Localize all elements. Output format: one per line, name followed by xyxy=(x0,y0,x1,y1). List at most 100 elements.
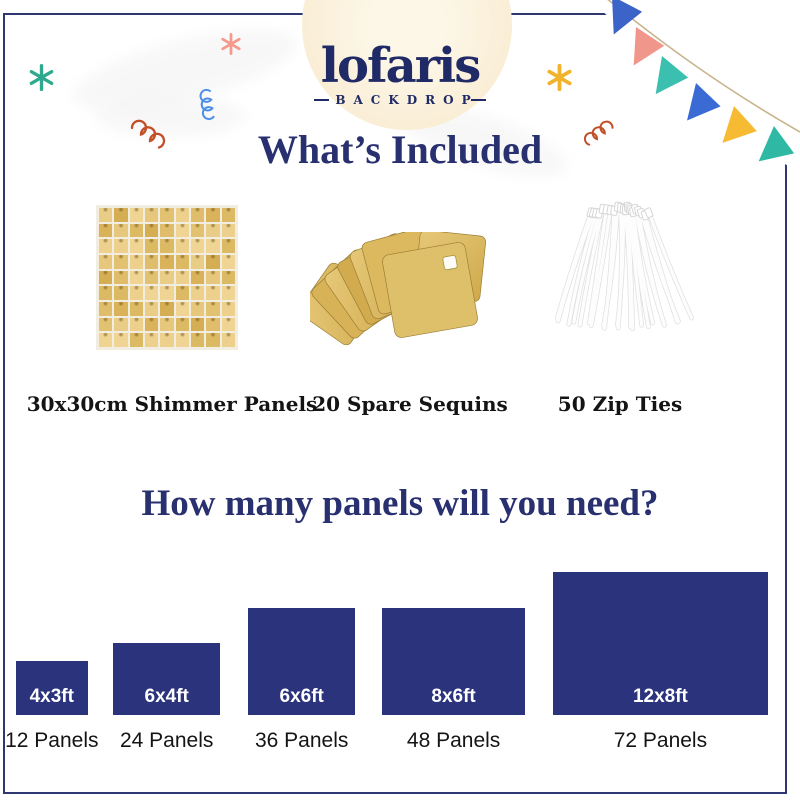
dash-line xyxy=(470,98,486,102)
sequin-cell xyxy=(175,302,189,316)
zip-tie-strip xyxy=(637,211,667,327)
sequin-cell xyxy=(160,317,174,332)
zip-tie-strip xyxy=(631,212,655,325)
sequin-cell xyxy=(175,270,189,285)
brand-logo: lofaris xyxy=(320,38,482,94)
sequin-cell xyxy=(190,223,205,238)
sequin-cell xyxy=(221,223,235,238)
bunting-garland-image xyxy=(590,0,800,172)
sequin-cell xyxy=(114,286,128,300)
squiggle-red-left-icon xyxy=(130,119,166,149)
zip-tie-strip xyxy=(615,209,626,327)
sequin-cell xyxy=(206,223,220,238)
sequin-cell xyxy=(190,302,205,316)
sequin-cell xyxy=(114,239,128,253)
sequin-cell xyxy=(129,317,143,332)
pennant-flag xyxy=(633,27,665,66)
sequin-cell xyxy=(99,302,113,316)
sequin-cell xyxy=(144,286,159,300)
sequin-cell xyxy=(190,239,205,253)
sequin-cell xyxy=(206,333,220,347)
sequin-cell xyxy=(206,239,220,253)
zip-tie-strip xyxy=(601,207,620,328)
sequin-cell xyxy=(175,333,189,347)
sequin-cell xyxy=(129,286,143,300)
sequin-hole xyxy=(442,255,458,271)
item-caption-spare-sequins: 20 Spare Sequins xyxy=(312,392,508,416)
sequin-cell xyxy=(160,286,174,300)
squiggle-red-right-icon xyxy=(583,120,614,146)
sequin-cell xyxy=(175,223,189,238)
sequin-cell xyxy=(114,317,128,332)
sequin-cell xyxy=(206,286,220,300)
zip-tie-strip xyxy=(648,213,694,320)
sequin-cell xyxy=(129,255,143,269)
sparkle-yellow-icon xyxy=(547,64,572,91)
sequin-cell xyxy=(129,333,143,347)
brand-sub: BACKDROP xyxy=(0,93,800,107)
pennant-flag xyxy=(655,56,689,95)
sequin-cell xyxy=(129,302,143,316)
pennant-flag xyxy=(612,0,643,35)
pennant-flag xyxy=(722,106,757,143)
sequin-cell xyxy=(206,302,220,316)
sequin-cell xyxy=(160,270,174,285)
sequin-cell xyxy=(144,302,159,316)
sequin-cell xyxy=(190,255,205,269)
sequin-cell xyxy=(221,317,235,332)
sequin-cell xyxy=(144,223,159,238)
sequin-cell xyxy=(160,333,174,347)
sequin-cell xyxy=(99,255,113,269)
zip-tie-head xyxy=(644,207,654,219)
sequin-cell xyxy=(221,286,235,300)
sequin-cell xyxy=(221,333,235,347)
sequin-cell xyxy=(175,208,189,222)
sequin-cell xyxy=(114,223,128,238)
sequin-cell xyxy=(221,302,235,316)
sequin-cell xyxy=(175,239,189,253)
sequin-cell xyxy=(175,255,189,269)
sequin-cell xyxy=(114,255,128,269)
sequin-cell xyxy=(114,270,128,285)
sequin-cell xyxy=(160,223,174,238)
panels-title: How many panels will you need? xyxy=(141,483,659,524)
zip-tie-strip xyxy=(625,207,635,331)
sequin-cell xyxy=(129,223,143,238)
sequin-cell xyxy=(221,255,235,269)
brand-sub-label: BACKDROP xyxy=(335,93,479,107)
sequin-cell xyxy=(144,317,159,332)
sequin-cell xyxy=(99,208,113,222)
pennant-flag xyxy=(758,126,795,162)
dash-line xyxy=(314,98,330,102)
zip-tie-strip xyxy=(572,214,601,324)
sequin-cell xyxy=(144,255,159,269)
sparkle-teal-icon xyxy=(29,64,54,91)
sequin-cell xyxy=(144,270,159,285)
sequin-cell xyxy=(144,239,159,253)
zip-ties-image xyxy=(555,201,694,332)
sequin-cell xyxy=(221,208,235,222)
sequin-cell xyxy=(99,239,113,253)
sequin-cell xyxy=(160,255,174,269)
sequin-cell xyxy=(114,333,128,347)
sequin-cell xyxy=(160,302,174,316)
brand-block: lofaris BACKDROP xyxy=(0,42,800,107)
zip-tie-strip xyxy=(578,209,604,327)
sequin-cell xyxy=(190,317,205,332)
sequin-cell xyxy=(144,208,159,222)
sequin-cell xyxy=(99,333,113,347)
included-title: What’s Included xyxy=(257,127,543,172)
sequin-cell xyxy=(190,208,205,222)
zip-tie-strip xyxy=(587,210,608,325)
zip-tie-strip xyxy=(589,210,612,328)
sequin-cell xyxy=(206,208,220,222)
zip-tie-strip xyxy=(629,210,651,329)
sequin-cell xyxy=(160,239,174,253)
sequin-cell xyxy=(114,208,128,222)
item-caption-shimmer-panels: 30x30cm Shimmer Panels xyxy=(26,392,318,416)
sequin-cell xyxy=(175,286,189,300)
sequin-cell xyxy=(114,302,128,316)
sequin-cell xyxy=(206,270,220,285)
item-caption-zip-ties: 50 Zip Ties xyxy=(557,392,683,416)
